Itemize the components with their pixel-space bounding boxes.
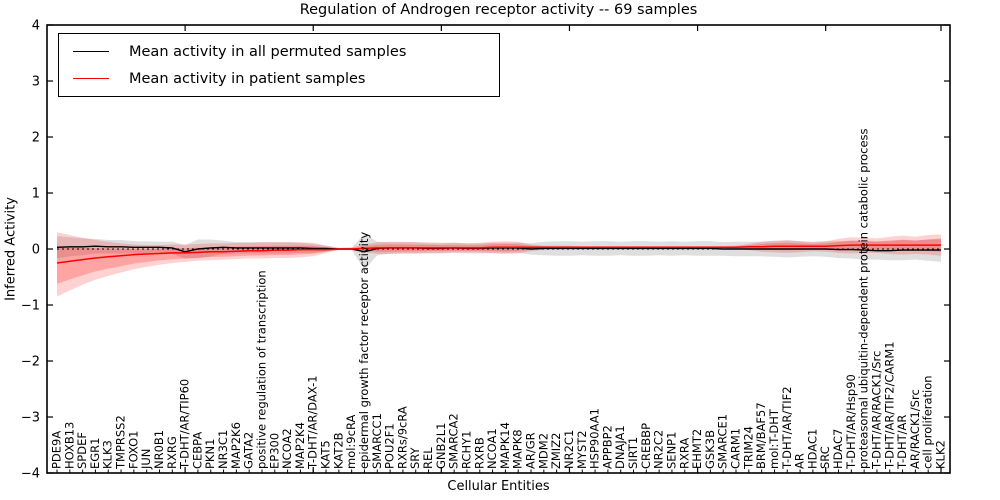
entity-label: HSP90AA1 <box>588 408 602 469</box>
entity-label: RXRs/9cRA <box>395 406 409 469</box>
y-tick-label: −1 <box>21 299 40 314</box>
entity-label: AR/GR <box>524 432 538 469</box>
entity-label: CREBBP <box>639 423 653 469</box>
entity-label: NR2C1 <box>562 430 576 469</box>
entity-label: KAT2B <box>331 432 345 469</box>
y-tick-label: 1 <box>32 187 40 202</box>
entity-label: RXRB <box>472 437 486 469</box>
entity-label: KLK3 <box>101 440 115 469</box>
entity-label: EHMT2 <box>690 429 704 469</box>
entity-label: POU2F1 <box>383 423 397 469</box>
entity-label: KLK2 <box>934 440 948 469</box>
legend-label-permuted: Mean activity in all permuted samples <box>129 43 407 60</box>
entity-label: NR0B1 <box>152 430 166 469</box>
entity-label: GNB2L1 <box>434 423 448 469</box>
entity-label: MAP2K6 <box>229 422 243 469</box>
entity-label: T-DHT/AR <box>895 415 909 470</box>
entity-label: CEBPA <box>190 432 204 469</box>
entity-label: BRM/BAF57 <box>754 402 768 469</box>
entity-label: T-DHT/AR/TIF2/CARM1 <box>882 341 896 470</box>
entity-label: SMARCE1 <box>716 414 730 469</box>
entity-label: SIRT1 <box>626 437 640 469</box>
entity-label: AR <box>793 453 807 469</box>
x-axis-label: Cellular Entities <box>447 479 550 494</box>
band-permuted-gray <box>57 233 941 270</box>
entity-label: PDE9A <box>50 431 64 469</box>
entity-label: EP300 <box>267 433 281 469</box>
entity-label: T-DHT/AR/DAX-1 <box>306 375 320 470</box>
entity-label: MAPK14 <box>498 422 512 469</box>
entity-label: APPBP2 <box>600 425 614 469</box>
entity-label: SRY <box>408 446 422 469</box>
y-tick-label: 0 <box>32 243 40 258</box>
legend-line-black <box>73 51 109 52</box>
entity-label: GATA2 <box>242 432 256 469</box>
entity-label: NCOA1 <box>485 428 499 469</box>
y-axis-label: Inferred Activity <box>3 197 19 301</box>
entity-label: SPDEF <box>75 432 89 469</box>
entity-label: REL <box>421 447 435 469</box>
y-tick-label: −3 <box>21 411 40 426</box>
legend-label-patient: Mean activity in patient samples <box>129 70 366 87</box>
line-patient-mean <box>56 244 941 264</box>
entity-label: SMARCC1 <box>370 413 384 469</box>
entity-label: cell proliferation <box>921 375 935 469</box>
legend: Mean activity in all permuted samples Me… <box>58 33 500 97</box>
entity-label: proteasomal ubiquitin-dependent protein … <box>857 128 871 469</box>
entity-label: TMPRSS2 <box>114 415 128 470</box>
legend-line-red <box>73 78 109 79</box>
entity-label: positive regulation of transcription <box>255 270 269 469</box>
y-tick-label: −2 <box>21 355 40 370</box>
entity-label: mol:T-DHT <box>767 408 781 469</box>
entity-label: RCHY1 <box>460 431 474 469</box>
entity-label: GSK3B <box>703 430 717 469</box>
y-tick-label: −4 <box>21 467 40 482</box>
entity-label: MAPK8 <box>511 429 525 469</box>
entity-label: TRIM24 <box>741 426 755 470</box>
entity-label: HOXB13 <box>62 422 76 469</box>
entity-label: KAT5 <box>319 440 333 469</box>
entity-label: RXRG <box>165 436 179 469</box>
entity-label: epidermal growth factor receptor activit… <box>357 232 371 469</box>
y-tick-label: 4 <box>32 19 40 34</box>
entity-label: FOXO1 <box>126 431 140 469</box>
entity-label: JUN <box>139 449 153 470</box>
entity-label: DNAJA1 <box>613 425 627 469</box>
entity-label: ZMIZ2 <box>549 433 563 469</box>
entity-label: T-DHT/AR/Hsp90 <box>844 374 858 470</box>
entity-label: MYST2 <box>575 430 589 469</box>
entity-label: HDAC7 <box>831 429 845 469</box>
entity-label: NCOA2 <box>280 428 294 469</box>
chart-title: Regulation of Androgen receptor activity… <box>299 2 698 18</box>
entity-label: mol:9cRA <box>344 415 358 469</box>
y-tick-label: 2 <box>32 131 40 146</box>
entity-label: PKN1 <box>203 439 217 469</box>
entity-label: MAP2K4 <box>293 422 307 469</box>
legend-item-permuted: Mean activity in all permuted samples <box>73 38 499 65</box>
entity-label: EGR1 <box>88 438 102 470</box>
entity-label: CARM1 <box>729 428 743 469</box>
entity-label: T-DHT/AR/RACK1/Src <box>869 351 883 470</box>
entity-label: SMARCA2 <box>447 413 461 469</box>
entity-label: SRC <box>818 446 832 469</box>
entity-label: T-DHT/AR/TIP60 <box>178 379 192 470</box>
entity-label: NR2C2 <box>652 430 666 469</box>
entity-label: SENP1 <box>665 432 679 469</box>
entity-label: NR3C1 <box>216 430 230 469</box>
entity-label: T-DHT/AR/TIF2 <box>780 386 794 470</box>
legend-item-patient: Mean activity in patient samples <box>73 65 499 92</box>
entity-label: AR/RACK1/Src <box>908 389 922 469</box>
entity-label: HDAC1 <box>805 429 819 469</box>
entity-label: RXRA <box>677 438 691 469</box>
entity-label: MDM2 <box>536 433 550 469</box>
y-tick-label: 3 <box>32 75 40 90</box>
